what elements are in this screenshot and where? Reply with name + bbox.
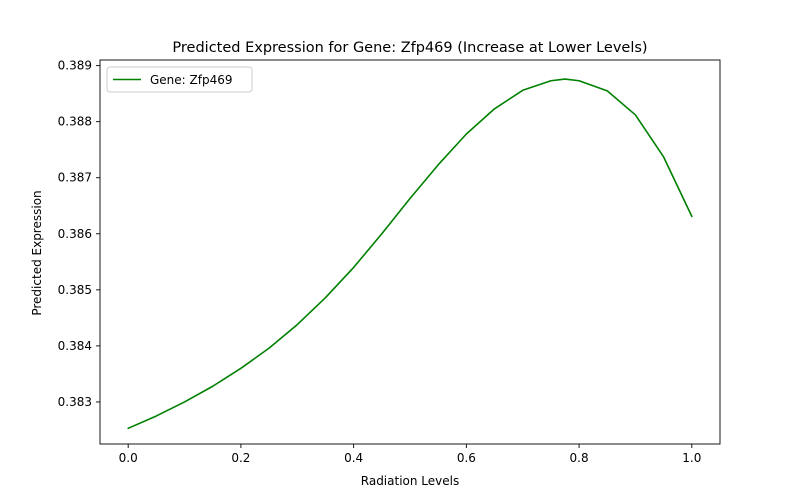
series-line-0 — [127, 78, 693, 430]
y-tick-label: 0.386 — [58, 227, 92, 241]
legend-box — [106, 66, 253, 93]
y-tick-label: 0.385 — [58, 283, 92, 297]
axes-frame — [99, 59, 721, 445]
y-axis-title: Predicted Expression — [30, 190, 44, 315]
x-axis-title: Radiation Levels — [361, 474, 459, 488]
x-tick-label: 0.8 — [570, 451, 589, 465]
y-tick-label: 0.383 — [58, 395, 92, 409]
y-tick-label: 0.384 — [58, 339, 92, 353]
x-tick-label: 0.6 — [457, 451, 476, 465]
y-tick-label: 0.387 — [58, 171, 92, 185]
x-tick-label: 0.4 — [344, 451, 363, 465]
x-tick-label: 1.0 — [682, 451, 701, 465]
legend-label: Gene: Zfp469 — [150, 73, 233, 87]
y-tick-label: 0.389 — [58, 59, 92, 73]
x-tick-label: 0.2 — [231, 451, 250, 465]
chart-title: Predicted Expression for Gene: Zfp469 (I… — [172, 40, 647, 56]
y-tick-label: 0.388 — [58, 115, 92, 129]
plot-area: 0.0 0.2 0.4 0.6 0.8 1.0 0.383 0.384 0.385 0.386 0.… — [58, 59, 721, 465]
legend: Gene: Zfp469 — [106, 66, 253, 93]
x-tick-label: 0.0 — [119, 451, 138, 465]
